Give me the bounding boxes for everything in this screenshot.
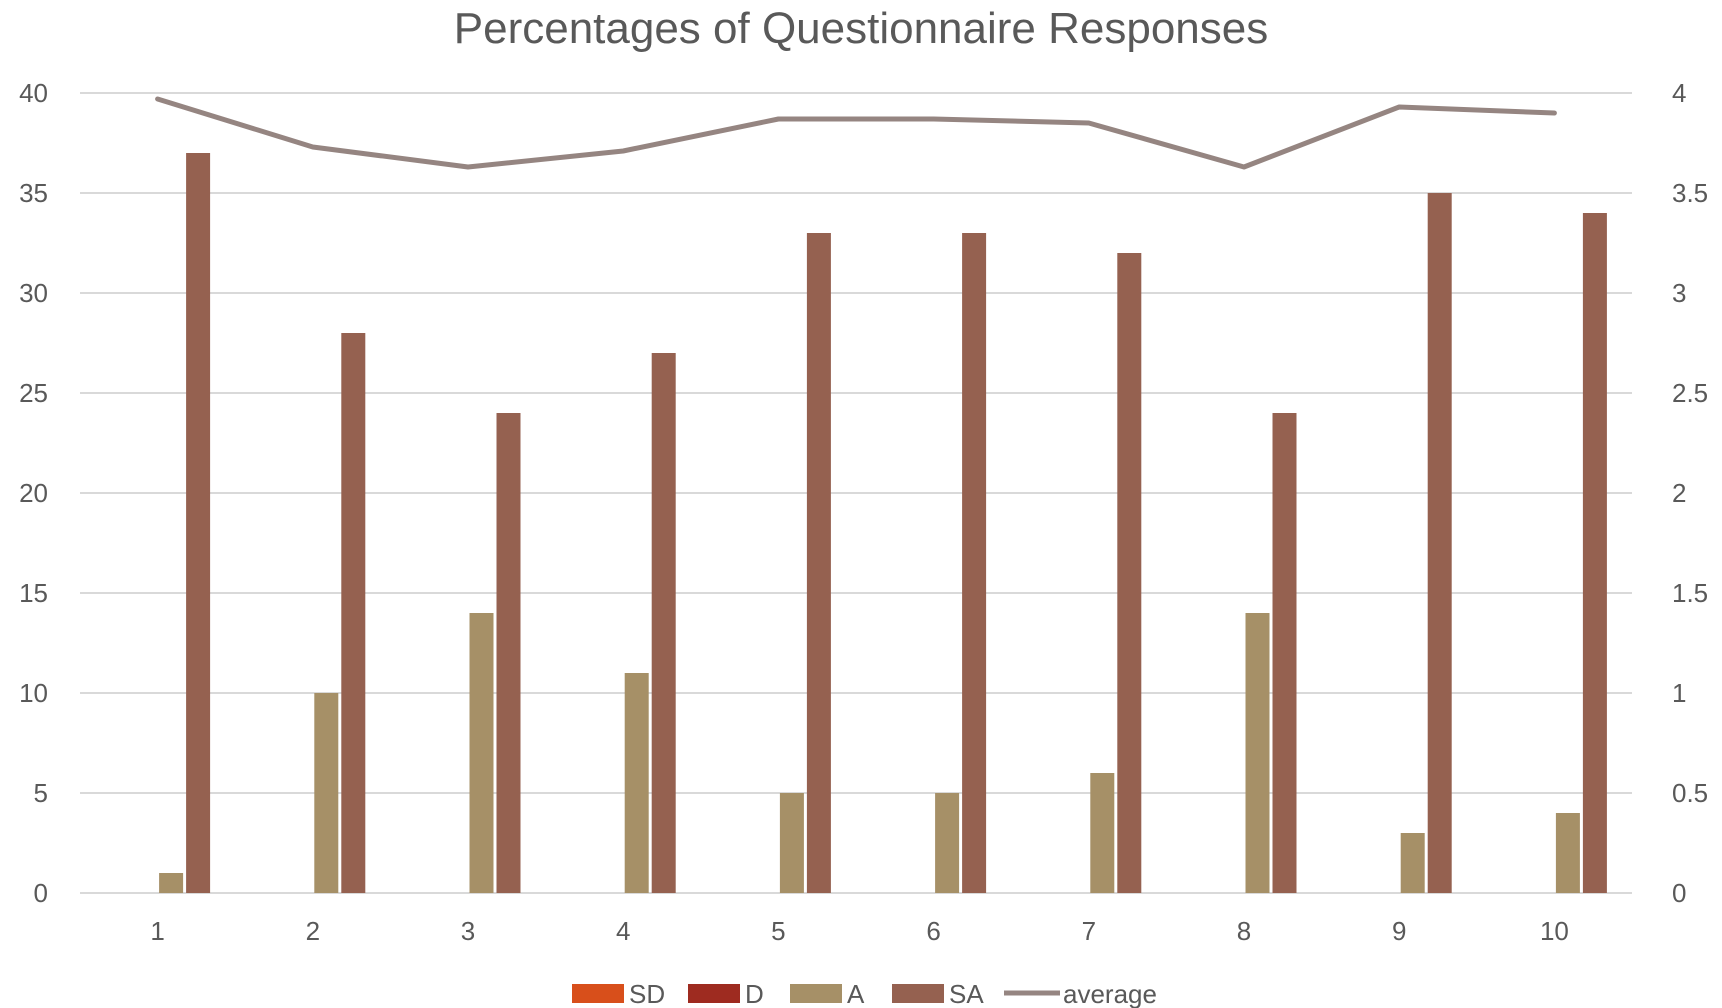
- x-tick-label: 7: [1082, 916, 1096, 946]
- x-tick-label: 8: [1237, 916, 1251, 946]
- bar-a-7: [1090, 773, 1115, 893]
- x-tick-label: 1: [150, 916, 164, 946]
- legend-label-sd: SD: [629, 979, 665, 1008]
- legend-label-sa: SA: [949, 979, 984, 1008]
- legend: SD D A SA average: [572, 979, 1157, 1008]
- right-tick-label: 2: [1672, 478, 1686, 508]
- bar-sa-9: [1427, 193, 1452, 893]
- bar-a-5: [779, 793, 804, 893]
- right-axis: 0 0.5 1 1.5 2 2.5 3 3.5 4: [1672, 78, 1708, 908]
- bar-sa-2: [341, 333, 366, 893]
- legend-swatch-d: [688, 984, 740, 1003]
- right-tick-label: 2.5: [1672, 378, 1708, 408]
- left-axis: 0 5 10 15 20 25 30 35 40: [19, 78, 48, 908]
- line-average: [155, 96, 1557, 170]
- right-tick-label: 1.5: [1672, 578, 1708, 608]
- bar-sa-10: [1582, 213, 1607, 893]
- left-tick-label: 5: [34, 778, 48, 808]
- bar-a-3: [469, 613, 494, 893]
- legend-swatch-a: [790, 984, 842, 1003]
- bar-a-10: [1555, 813, 1580, 893]
- legend-swatch-sa: [892, 984, 944, 1003]
- left-tick-label: 10: [19, 678, 48, 708]
- x-axis: 1 2 3 4 5 6 7 8 9 10: [150, 916, 1568, 946]
- bar-sa-6: [962, 233, 987, 893]
- x-tick-label: 9: [1392, 916, 1406, 946]
- bar-sa-7: [1117, 253, 1142, 893]
- legend-swatch-sd: [572, 984, 624, 1003]
- bar-a-9: [1400, 833, 1425, 893]
- left-tick-label: 40: [19, 78, 48, 108]
- right-tick-label: 3: [1672, 278, 1686, 308]
- left-tick-label: 30: [19, 278, 48, 308]
- bar-sa-3: [496, 413, 521, 893]
- x-tick-label: 10: [1540, 916, 1569, 946]
- gridlines: [80, 92, 1632, 894]
- chart-title: Percentages of Questionnaire Responses: [454, 4, 1269, 53]
- left-tick-label: 15: [19, 578, 48, 608]
- left-tick-label: 25: [19, 378, 48, 408]
- left-tick-label: 0: [34, 878, 48, 908]
- x-tick-label: 5: [771, 916, 785, 946]
- bar-a-8: [1245, 613, 1270, 893]
- right-tick-label: 0: [1672, 878, 1686, 908]
- bar-a-4: [624, 673, 649, 893]
- right-tick-label: 3.5: [1672, 178, 1708, 208]
- left-tick-label: 35: [19, 178, 48, 208]
- x-tick-label: 4: [616, 916, 630, 946]
- legend-label-average: average: [1063, 979, 1157, 1008]
- right-tick-label: 0.5: [1672, 778, 1708, 808]
- x-tick-label: 6: [926, 916, 940, 946]
- bar-a-2: [314, 693, 339, 893]
- legend-label-a: A: [847, 979, 865, 1008]
- x-tick-label: 3: [461, 916, 475, 946]
- legend-label-d: D: [745, 979, 764, 1008]
- bar-series: [159, 153, 1607, 893]
- right-tick-label: 4: [1672, 78, 1686, 108]
- bar-sa-5: [806, 233, 831, 893]
- bar-a-6: [935, 793, 960, 893]
- bar-sa-1: [186, 153, 211, 893]
- left-tick-label: 20: [19, 478, 48, 508]
- bar-sa-4: [651, 353, 676, 893]
- line-series: [155, 96, 1557, 170]
- right-tick-label: 1: [1672, 678, 1686, 708]
- bar-sa-8: [1272, 413, 1297, 893]
- x-tick-label: 2: [306, 916, 320, 946]
- bar-a-1: [159, 873, 184, 893]
